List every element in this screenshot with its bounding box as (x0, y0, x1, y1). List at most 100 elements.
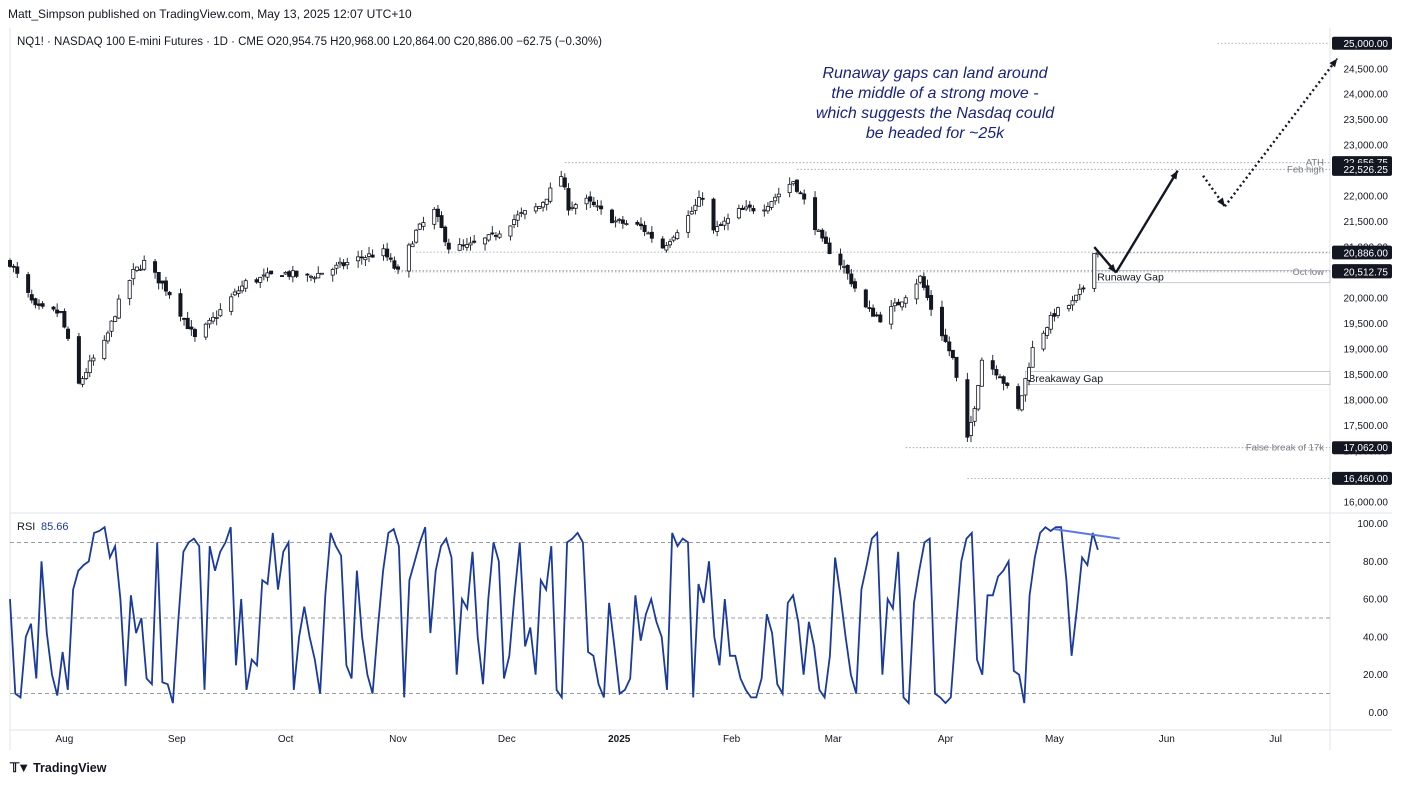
candle-body-80 (414, 229, 419, 243)
candle-body-52 (269, 270, 274, 275)
candle-body-181 (925, 285, 930, 299)
candle-body-108 (559, 176, 564, 187)
rsi-tick-4: 80.00 (1363, 557, 1388, 568)
time-tick-6: Feb (723, 734, 741, 745)
projection-arrowhead-1 (1170, 170, 1178, 180)
candle-body-194 (994, 369, 999, 376)
candle-body-169 (867, 307, 872, 310)
candle-body-60 (312, 277, 317, 280)
candle-body-130 (668, 241, 673, 246)
candle-body-120 (617, 218, 622, 221)
candle-body-172 (878, 314, 883, 323)
candle-body-51 (265, 272, 270, 278)
candle-body-196 (1001, 376, 1006, 384)
candle-body-22 (116, 298, 121, 319)
candle-body-122 (624, 223, 629, 226)
candle-body-67 (345, 262, 350, 266)
candle-body-90 (464, 244, 469, 248)
candle-body-45 (236, 290, 241, 294)
candle-body-212 (1081, 287, 1086, 290)
level-price-box-8 (1332, 471, 1392, 485)
footer-brand: TradingView (33, 761, 107, 775)
gap-label-0: Runaway Gap (1097, 272, 1164, 284)
candle-body-203 (1041, 332, 1046, 350)
candle-body-76 (392, 260, 397, 269)
candle-body-213 (1092, 253, 1097, 289)
rsi-pane[interactable]: RSI 85.66 (9, 521, 1330, 706)
price-tick-6: 19,500.00 (1344, 319, 1389, 330)
candle-body-30 (160, 280, 165, 284)
level-price-label-7: 17,062.00 (1344, 443, 1389, 454)
candle-body-202 (1030, 347, 1035, 368)
time-tick-8: Apr (938, 734, 954, 745)
candle-body-142 (726, 218, 731, 224)
candle-body-166 (849, 273, 854, 285)
price-tick-10: 22,000.00 (1344, 192, 1389, 203)
candle-body-92 (472, 240, 477, 243)
rsi-title: RSI (17, 521, 35, 533)
candle-body-104 (537, 205, 542, 209)
candle-body-129 (664, 245, 669, 251)
candle-body-53 (279, 275, 284, 277)
rsi-tick-0: 0.00 (1369, 708, 1389, 719)
candle-body-9 (55, 309, 60, 314)
candle-body-86 (443, 226, 448, 243)
candle-body-136 (697, 197, 702, 207)
candle-body-54 (283, 272, 288, 275)
candle-body-69 (359, 256, 364, 259)
candle-body-195 (998, 376, 1003, 379)
candle-body-209 (1070, 300, 1075, 306)
time-tick-5: 2025 (608, 734, 631, 745)
candle-body-205 (1048, 315, 1053, 330)
level-note-7: False break of 17k (1246, 443, 1324, 454)
candle-body-151 (773, 196, 778, 202)
time-tick-10: Jun (1159, 734, 1175, 745)
candle-body-49 (258, 276, 263, 283)
candle-body-5 (33, 298, 38, 306)
candle-body-176 (900, 301, 905, 308)
candle-body-38 (203, 323, 208, 338)
candle-body-168 (863, 289, 868, 308)
candle-body-95 (490, 232, 495, 235)
candle-body-41 (214, 317, 219, 319)
candle-body-66 (341, 262, 346, 267)
candle-body-13 (76, 336, 81, 384)
price-tick-13: 24,000.00 (1344, 90, 1389, 101)
level-note-2: Feb high (1287, 164, 1324, 175)
candle-body-143 (736, 208, 741, 219)
time-tick-0: Aug (55, 734, 73, 745)
candle-body-182 (929, 295, 934, 310)
tradingview-footer[interactable]: 𝕋▼ TradingView (10, 760, 106, 776)
candle-body-146 (747, 204, 752, 208)
candle-body-162 (827, 242, 832, 255)
candle-body-83 (432, 208, 437, 225)
candle-body-61 (316, 272, 321, 279)
candle-body-187 (954, 356, 959, 378)
candles (7, 170, 1100, 443)
projection-seg-1 (1115, 170, 1179, 274)
time-tick-3: Nov (389, 734, 407, 745)
candle-body-128 (660, 238, 665, 249)
candle-body-184 (943, 334, 948, 343)
symbol-info-line: NQ1! · NASDAQ 100 E-mini Futures · 1D · … (17, 36, 602, 48)
candle-body-201 (1027, 367, 1032, 381)
candle-body-88 (457, 244, 462, 251)
candle-body-72 (370, 254, 375, 258)
candle-body-82 (421, 222, 426, 227)
callout-line-3: be headed for ~25k (866, 125, 1005, 142)
candle-body-106 (544, 198, 549, 205)
candle-body-149 (765, 206, 770, 212)
candle-body-70 (363, 257, 368, 261)
candle-body-40 (211, 316, 216, 322)
candle-body-37 (192, 329, 197, 338)
candle-body-16 (87, 360, 92, 374)
candle-body-198 (1016, 386, 1021, 409)
price-tick-2: 17,500.00 (1344, 421, 1389, 432)
candle-body-161 (823, 236, 828, 244)
candle-body-164 (842, 265, 847, 268)
candle-body-25 (134, 266, 139, 271)
candle-body-170 (871, 307, 876, 317)
